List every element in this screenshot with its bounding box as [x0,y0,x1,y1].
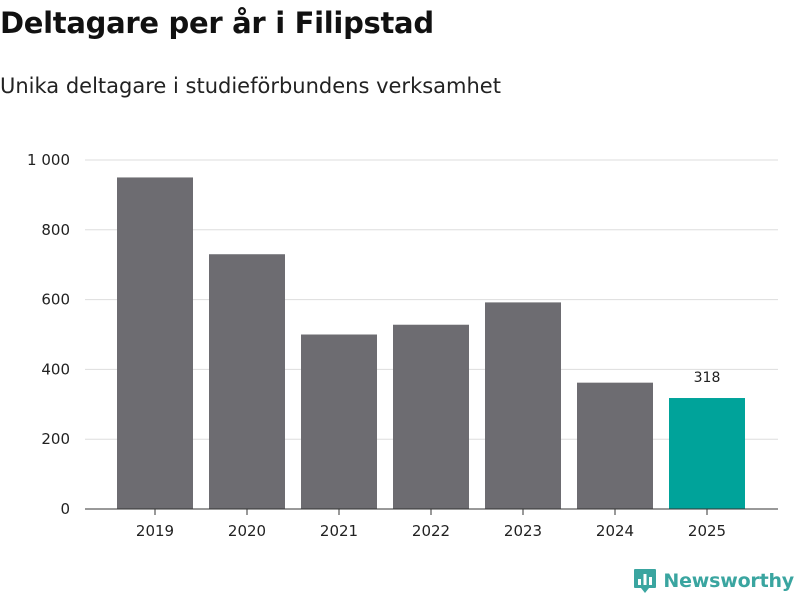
bar-2022 [393,324,469,509]
chart-title: Deltagare per år i Filipstad [0,6,434,40]
bar-chart: 0 200 400 600 800 1 000 2019 2020 2021 2022 2023 20… [27,151,778,540]
bar-2023 [485,302,561,509]
bar-2025 [669,398,745,509]
brand-logo: Newsworthy [633,568,794,594]
brand-name: Newsworthy [663,570,794,592]
bars [117,177,745,509]
x-tick-label: 2022 [412,522,450,540]
y-tick-label: 400 [41,360,70,378]
y-tick-label: 200 [41,430,70,448]
x-tick-label: 2020 [228,522,266,540]
x-tick-label: 2019 [136,522,174,540]
y-tick-label: 0 [60,500,70,518]
x-tick-label: 2024 [596,522,634,540]
y-tick-label: 1 000 [27,151,70,169]
bar-2024 [577,382,653,509]
y-tick-label: 600 [41,291,70,309]
x-tick-label: 2025 [688,522,726,540]
axes [85,508,778,515]
data-label: 318 [694,370,721,386]
bar-2021 [301,334,377,509]
x-tick-label: 2023 [504,522,542,540]
labels: 0 200 400 600 800 1 000 2019 2020 2021 2022 2023 20… [27,151,726,540]
chart-subtitle: Unika deltagare i studieförbundens verks… [0,74,501,98]
bar-2019 [117,177,193,509]
bar-2020 [209,254,285,509]
y-tick-label: 800 [41,221,70,239]
x-tick-label: 2021 [320,522,358,540]
newsworthy-logo-icon [634,569,657,593]
